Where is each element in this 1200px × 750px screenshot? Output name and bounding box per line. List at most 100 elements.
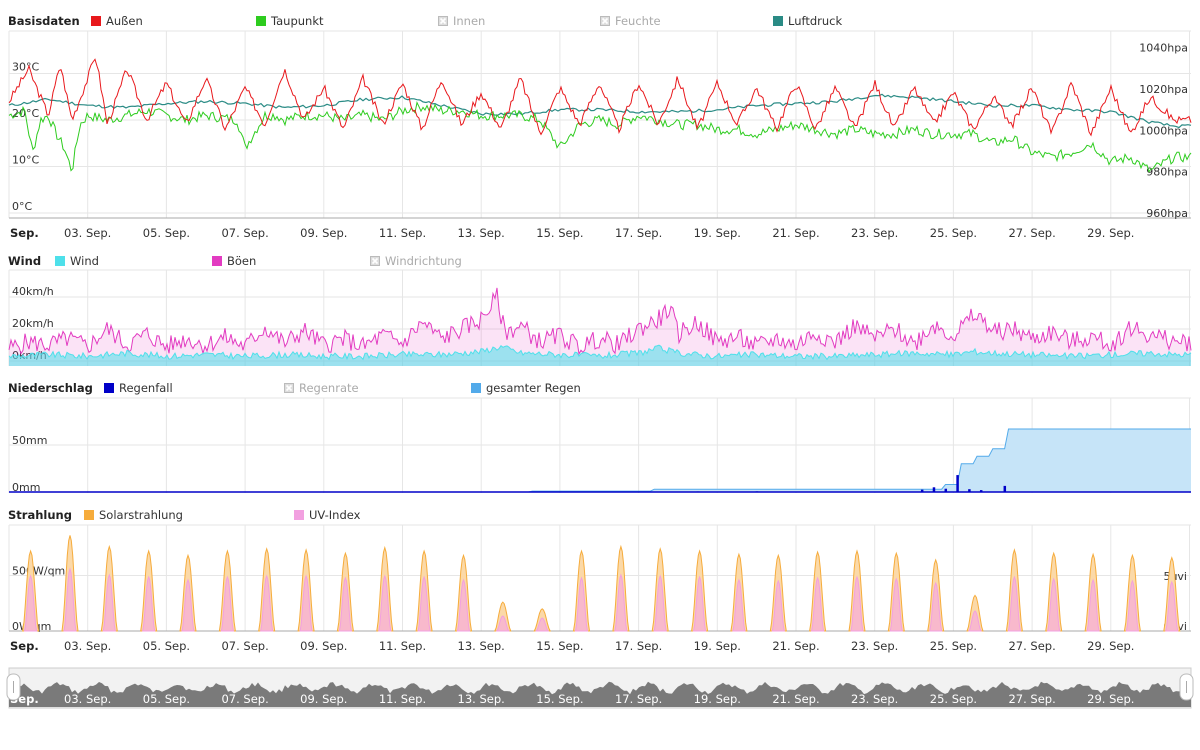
uv-peak: [456, 578, 471, 632]
y-tick-label-left: 10°C: [12, 154, 39, 167]
x-tick-label: 11. Sep.: [379, 226, 426, 240]
legend-label-gesamter_regen[interactable]: gesamter Regen: [486, 381, 581, 395]
legend-swatch-luftdruck: [773, 16, 783, 26]
navigator[interactable]: Sep. 03. Sep. 05. Sep. 07. Sep. 09. Sep. 11. …: [6, 667, 1194, 709]
navigator-tick-label: 09. Sep.: [300, 692, 347, 706]
legend-label-feuchte[interactable]: Feuchte: [615, 14, 661, 28]
navigator-tick-label: 19. Sep.: [694, 692, 741, 706]
x-tick-label: 21. Sep.: [772, 639, 819, 653]
legend-disabled-icon-feuchte: [600, 16, 610, 26]
navigator-tick-label: 11. Sep.: [379, 692, 426, 706]
uv-peak: [1165, 580, 1179, 632]
legend-label-luftdruck[interactable]: Luftdruck: [788, 14, 842, 28]
legend-label-regenrate[interactable]: Regenrate: [299, 381, 359, 395]
regenfall-bar: [932, 487, 936, 492]
panel-title: Basisdaten: [8, 14, 80, 28]
legend-label-windrichtung[interactable]: Windrichtung: [385, 254, 462, 268]
uv-peak: [1047, 577, 1061, 632]
uv-peak: [63, 567, 77, 632]
navigator-tick-label: 29. Sep.: [1087, 692, 1134, 706]
x-tick-label: 03. Sep.: [64, 639, 111, 653]
x-tick-label: 19. Sep.: [694, 639, 741, 653]
navigator-tick-label: 21. Sep.: [772, 692, 819, 706]
legend-swatch-boeen: [212, 256, 222, 266]
legend-disabled-icon-innen: [438, 16, 448, 26]
legend-label-innen[interactable]: Innen: [453, 14, 485, 28]
x-tick-label: 09. Sep.: [300, 639, 347, 653]
y-tick-label: 40km/h: [12, 285, 54, 298]
uv-peak: [574, 576, 589, 632]
panel-strahlung: StrahlungSolarstrahlungUV-Index0W/qm500W…: [8, 508, 1191, 653]
panel-basisdaten: Basisdaten Außen Taupunkt Innen Feuchte Luftd…: [8, 14, 1192, 240]
legend-label-wind[interactable]: Wind: [70, 254, 99, 268]
legend-item-feuchte[interactable]: Feuchte: [600, 14, 661, 28]
panel-title: Niederschlag: [8, 381, 93, 395]
uv-peak: [260, 574, 274, 632]
y-tick-label: 20km/h: [12, 317, 54, 330]
navigator-tick-label: 23. Sep.: [851, 692, 898, 706]
legend-item-luftdruck[interactable]: Luftdruck: [773, 14, 842, 28]
navigator-tick-label: 15. Sep.: [536, 692, 583, 706]
legend-item-innen[interactable]: Innen: [438, 14, 486, 28]
legend-label-regenfall[interactable]: Regenfall: [119, 381, 173, 395]
series-area-boeen: [9, 287, 1191, 366]
legend-swatch-uv_index: [294, 510, 304, 520]
legend-item-taupunkt[interactable]: Taupunkt: [256, 14, 324, 28]
legend-label-aussen[interactable]: Außen: [106, 14, 143, 28]
legend-swatch-regenfall: [104, 383, 114, 393]
navigator-tick-label: 07. Sep.: [221, 692, 268, 706]
uv-peak: [181, 578, 195, 632]
legend-disabled-icon-regenrate: [284, 383, 294, 393]
uv-peak: [142, 575, 156, 632]
series-line-luftdruck: [8, 93, 1192, 129]
x-tick-label: 03. Sep.: [64, 226, 111, 240]
legend-item-regenrate[interactable]: Regenrate: [284, 381, 359, 395]
legend-item-aussen[interactable]: Außen: [91, 14, 143, 28]
y-tick-label-left: 500W/qm: [12, 564, 65, 577]
uv-peak: [299, 574, 313, 632]
y-tick-label-right: 980hpa: [1146, 166, 1188, 179]
uv-peak: [850, 575, 864, 632]
uv-peak: [968, 610, 982, 632]
x-tick-label: 29. Sep.: [1087, 226, 1134, 240]
uv-peak: [693, 575, 707, 632]
legend-label-solarstrahlung[interactable]: Solarstrahlung: [99, 508, 183, 522]
uv-peak: [653, 574, 667, 632]
regenfall-bar: [968, 489, 971, 492]
regenfall-bar: [1003, 485, 1007, 492]
series-line-taupunkt: [8, 101, 1192, 173]
legend-swatch-taupunkt: [256, 16, 266, 26]
legend-item-solarstrahlung[interactable]: Solarstrahlung: [84, 508, 183, 522]
legend-item-regenfall[interactable]: Regenfall: [104, 381, 173, 395]
x-tick-label: 13. Sep.: [458, 226, 505, 240]
uv-peak: [929, 581, 943, 632]
uv-peak: [614, 573, 628, 632]
x-tick-label: 27. Sep.: [1008, 226, 1055, 240]
regenfall-bar: [956, 475, 959, 492]
legend-label-boeen[interactable]: Böen: [227, 254, 256, 268]
regenfall-bar: [696, 491, 700, 492]
y-tick-label: 50mm: [12, 434, 47, 447]
uv-peak: [378, 574, 392, 632]
legend-item-uv_index[interactable]: UV-Index: [294, 508, 361, 522]
legend-item-windrichtung[interactable]: Windrichtung: [370, 254, 462, 268]
x-tick-label: Sep.: [10, 639, 39, 653]
navigator-series-area: [9, 681, 1191, 707]
uv-peak: [889, 577, 903, 632]
x-tick-label: 23. Sep.: [851, 639, 898, 653]
legend-disabled-icon-windrichtung: [370, 256, 380, 266]
uv-peak: [495, 615, 510, 632]
legend-item-gesamter_regen[interactable]: gesamter Regen: [471, 381, 581, 395]
legend-item-boeen[interactable]: Böen: [212, 254, 256, 268]
y-tick-label-left: 0°C: [12, 200, 32, 213]
uv-peak: [338, 576, 352, 632]
legend-item-wind[interactable]: Wind: [55, 254, 99, 268]
legend-label-uv_index[interactable]: UV-Index: [309, 508, 361, 522]
legend-swatch-solarstrahlung: [84, 510, 94, 520]
x-tick-label: 25. Sep.: [930, 226, 977, 240]
regenfall-bar: [755, 491, 759, 492]
x-tick-label: 05. Sep.: [143, 226, 190, 240]
legend-label-taupunkt[interactable]: Taupunkt: [270, 14, 324, 28]
regenfall-bar: [944, 488, 948, 492]
x-tick-label: 09. Sep.: [300, 226, 347, 240]
